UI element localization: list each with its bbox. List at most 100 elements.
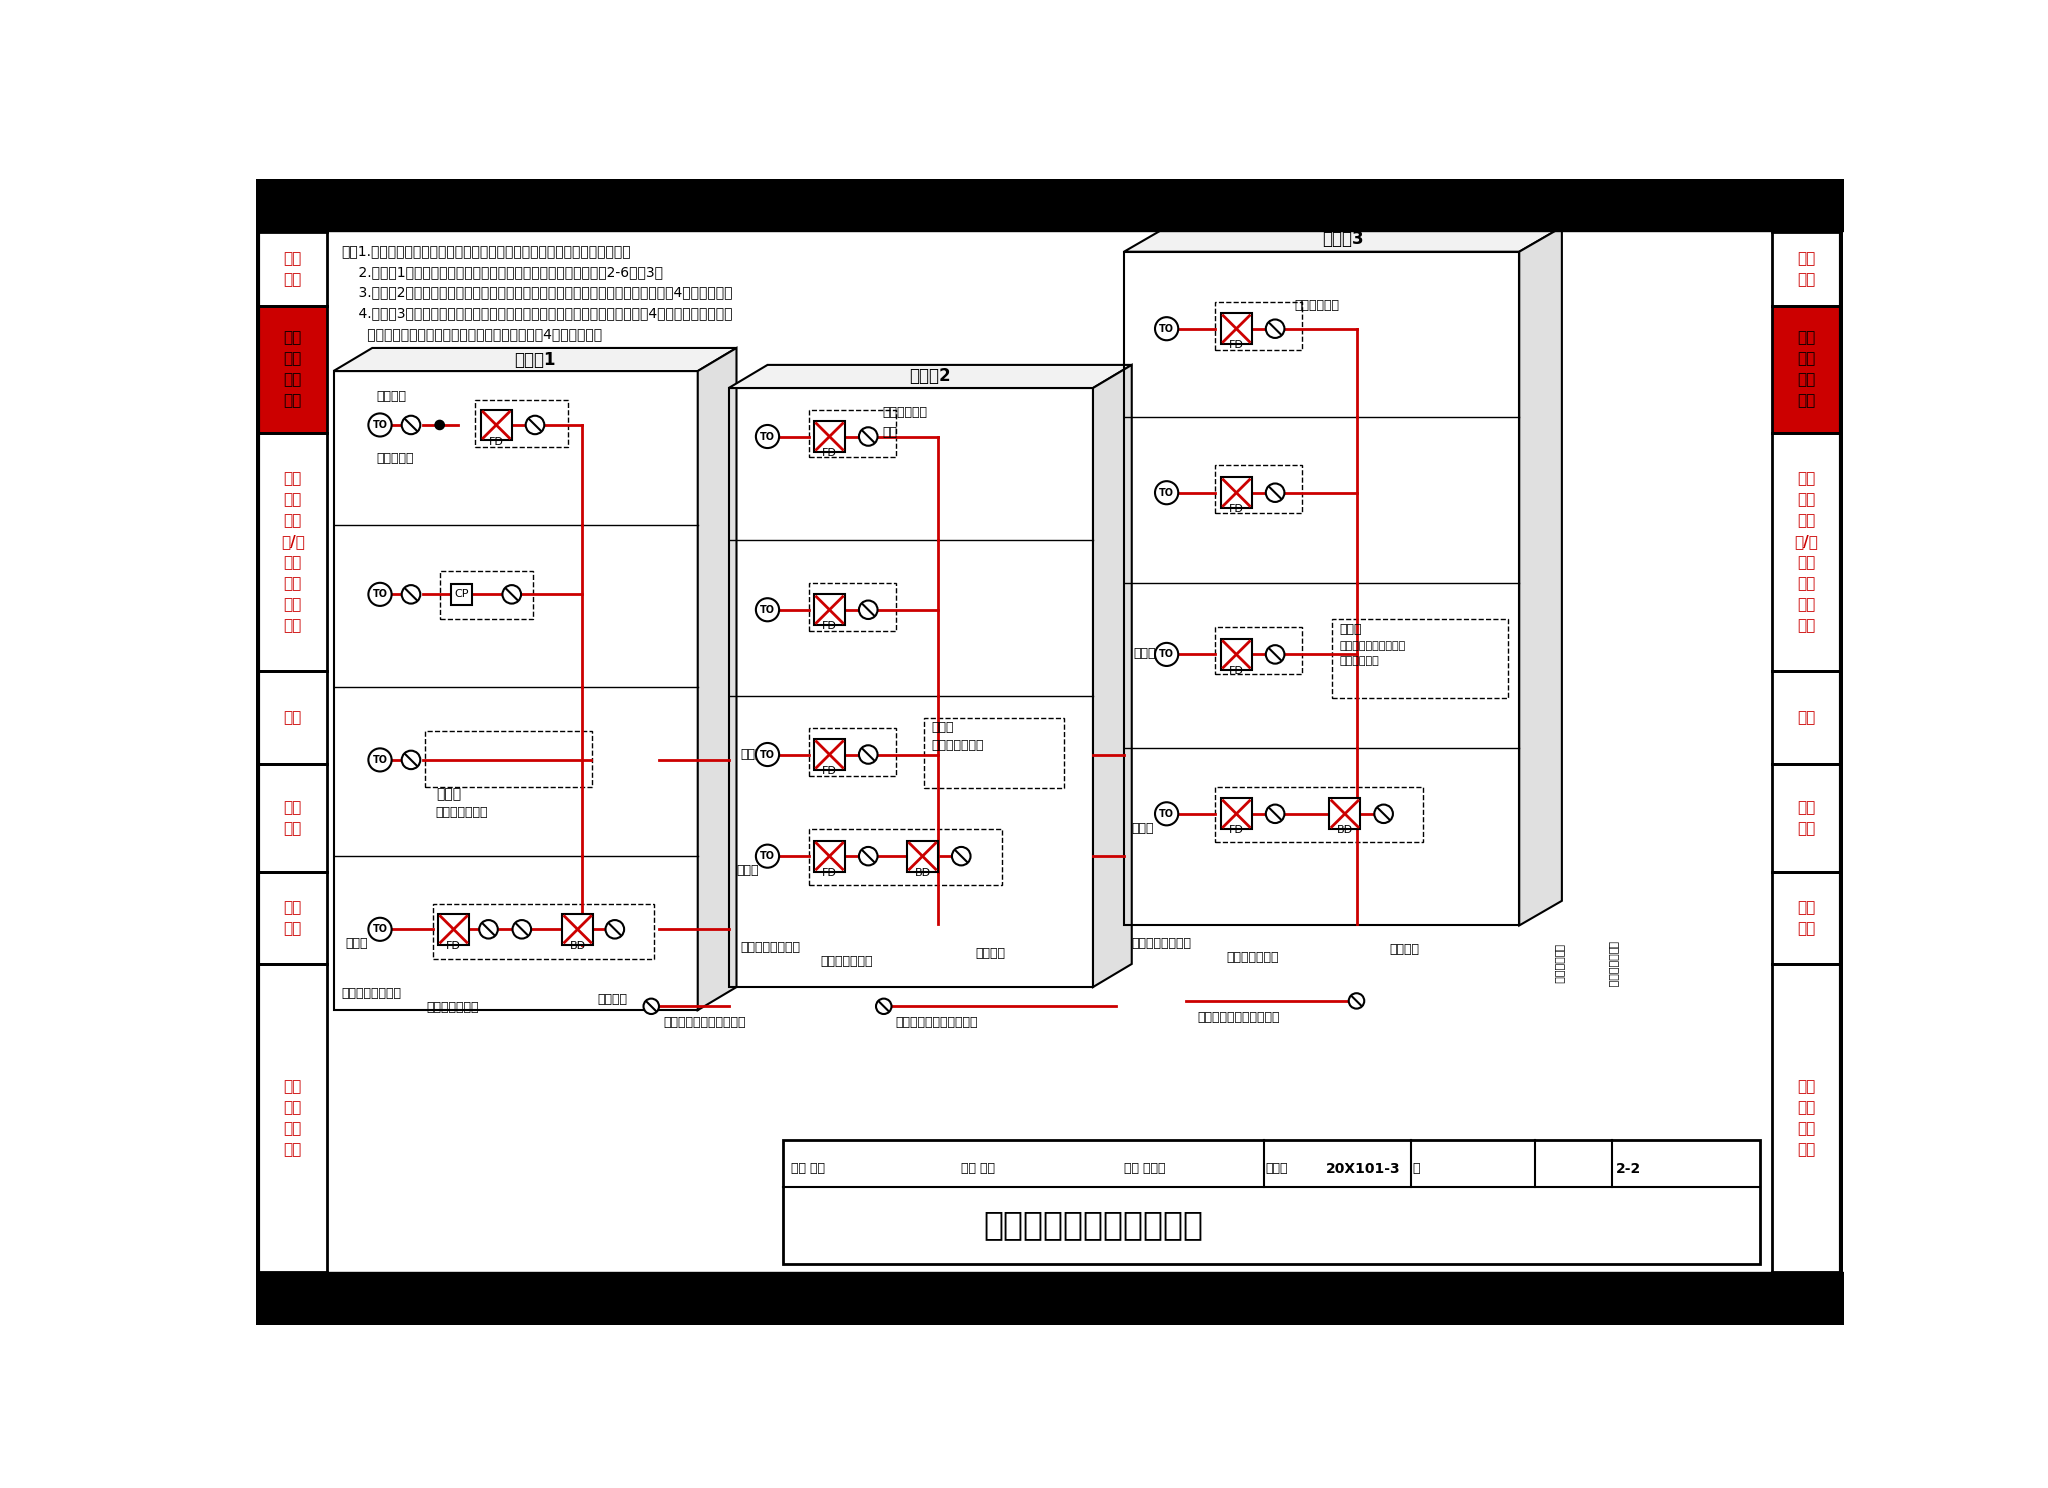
Bar bbox=[782, 1140, 1759, 1265]
Circle shape bbox=[479, 920, 498, 939]
Bar bbox=[1221, 314, 1251, 344]
Text: 校对 涌威: 校对 涌威 bbox=[961, 1162, 995, 1176]
Bar bbox=[440, 571, 532, 619]
Text: 光纤
到用
户单
元/户
无源
光局
域网
系统: 光纤 到用 户单 元/户 无源 光局 域网 系统 bbox=[281, 472, 305, 632]
Text: 设计 朱立形: 设计 朱立形 bbox=[1124, 1162, 1165, 1176]
Text: 光纤
到用
户单
元/户
无源
光局
域网
系统: 光纤 到用 户单 元/户 无源 光局 域网 系统 bbox=[1794, 472, 1819, 632]
Text: 建筑物主干光缆: 建筑物主干光缆 bbox=[436, 806, 487, 818]
Text: 建筑物配线设备: 建筑物配线设备 bbox=[1227, 951, 1278, 964]
Text: 多家电信业务经营者缆线: 多家电信业务经营者缆线 bbox=[895, 1016, 977, 1030]
Bar bbox=[1221, 799, 1251, 829]
Circle shape bbox=[606, 920, 625, 939]
Circle shape bbox=[858, 745, 877, 763]
Bar bbox=[1214, 626, 1303, 674]
Polygon shape bbox=[698, 348, 737, 1010]
Text: 检测
验收: 检测 验收 bbox=[285, 799, 301, 836]
Text: FD: FD bbox=[821, 622, 838, 631]
Text: 数据
中心
布线
系统: 数据 中心 布线 系统 bbox=[1798, 1079, 1815, 1158]
Text: BD: BD bbox=[915, 868, 930, 878]
Polygon shape bbox=[1094, 365, 1133, 987]
Text: 入口设施: 入口设施 bbox=[975, 946, 1006, 960]
Bar bbox=[424, 732, 592, 787]
Circle shape bbox=[1155, 481, 1178, 504]
Text: 干线子系统缆线: 干线子系统缆线 bbox=[1608, 940, 1618, 987]
Text: BD: BD bbox=[1337, 826, 1354, 835]
Circle shape bbox=[756, 598, 778, 622]
Text: 建筑物配线设备: 建筑物配线设备 bbox=[819, 955, 872, 967]
Text: 20X101-3: 20X101-3 bbox=[1325, 1162, 1401, 1176]
Text: 设备间（进线间）: 设备间（进线间） bbox=[342, 987, 401, 1000]
Polygon shape bbox=[1124, 228, 1563, 251]
Text: 入口设施: 入口设施 bbox=[598, 992, 627, 1006]
Text: 图集号: 图集号 bbox=[1266, 1162, 1288, 1176]
Text: 建筑物配线设备: 建筑物配线设备 bbox=[426, 1001, 479, 1013]
Text: 楼层配线设备: 楼层配线设备 bbox=[1294, 299, 1339, 312]
Bar bbox=[1214, 464, 1303, 513]
Text: 建筑物3: 建筑物3 bbox=[1323, 231, 1364, 248]
Circle shape bbox=[756, 743, 778, 766]
Bar bbox=[924, 717, 1063, 789]
Circle shape bbox=[1155, 643, 1178, 667]
Text: TO: TO bbox=[1159, 488, 1174, 497]
Text: FD: FD bbox=[446, 940, 461, 951]
Circle shape bbox=[1374, 805, 1393, 823]
Circle shape bbox=[1266, 320, 1284, 338]
Bar bbox=[1221, 638, 1251, 670]
Text: 电信间: 电信间 bbox=[932, 722, 954, 735]
Text: 2-2: 2-2 bbox=[1616, 1162, 1640, 1176]
Polygon shape bbox=[334, 348, 737, 371]
Circle shape bbox=[502, 585, 520, 604]
Circle shape bbox=[1155, 317, 1178, 341]
Text: 注：1.本示例为每栋建筑为不同用户单位的建筑群综合布线系统设置示意图。: 注：1.本示例为每栋建筑为不同用户单位的建筑群综合布线系统设置示意图。 bbox=[342, 244, 631, 257]
Circle shape bbox=[877, 998, 891, 1013]
Circle shape bbox=[512, 920, 530, 939]
Bar bbox=[813, 594, 846, 625]
Text: 工程
示例: 工程 示例 bbox=[1798, 900, 1815, 936]
Text: 水平电缆: 水平电缆 bbox=[741, 748, 770, 762]
Circle shape bbox=[526, 415, 545, 434]
Text: 信息点: 信息点 bbox=[346, 937, 369, 949]
Text: TO: TO bbox=[1159, 809, 1174, 818]
Bar bbox=[809, 409, 897, 457]
Bar bbox=[809, 728, 897, 777]
Bar bbox=[1331, 619, 1509, 698]
Text: 光纤接续点: 光纤接续点 bbox=[377, 452, 414, 464]
Circle shape bbox=[369, 583, 391, 606]
Text: BD: BD bbox=[569, 940, 586, 951]
Text: 楼层配线设备: 楼层配线设备 bbox=[883, 406, 928, 420]
Text: 综合
布线
系统
设计: 综合 布线 系统 设计 bbox=[285, 330, 301, 408]
Text: FD: FD bbox=[489, 436, 504, 446]
Text: 建筑物主干缆线采用大对数电缆，水平缆线采用4对对绞电缆。: 建筑物主干缆线采用大对数电缆，水平缆线采用4对对绞电缆。 bbox=[342, 327, 602, 341]
Circle shape bbox=[1266, 805, 1284, 823]
Text: 设备间（进线间）: 设备间（进线间） bbox=[1133, 937, 1192, 949]
Text: 电信间: 电信间 bbox=[436, 787, 461, 801]
Circle shape bbox=[369, 748, 391, 771]
Bar bbox=[809, 583, 897, 631]
Text: 施工: 施工 bbox=[1798, 710, 1815, 725]
Text: 审核 孙兰: 审核 孙兰 bbox=[791, 1162, 825, 1176]
Text: 建筑物数据主干光缆、: 建筑物数据主干光缆、 bbox=[1339, 640, 1405, 650]
Bar bbox=[438, 914, 469, 945]
Text: TO: TO bbox=[1159, 649, 1174, 659]
Bar bbox=[475, 400, 569, 446]
Text: TO: TO bbox=[760, 432, 774, 442]
Text: 水平电缆: 水平电缆 bbox=[1133, 647, 1163, 659]
Text: 3.建筑物2的综合布线系统，数据和语音的建筑物主干缆线采用光缆，水平缆线采用4对对绞电缆。: 3.建筑物2的综合布线系统，数据和语音的建筑物主干缆线采用光缆，水平缆线采用4对… bbox=[342, 286, 733, 299]
Bar bbox=[451, 583, 473, 606]
Bar bbox=[432, 903, 653, 960]
Circle shape bbox=[858, 601, 877, 619]
Text: TO: TO bbox=[373, 924, 387, 934]
Text: 信息点: 信息点 bbox=[737, 865, 760, 876]
Text: FD: FD bbox=[1229, 667, 1243, 676]
Text: 缆线: 缆线 bbox=[883, 427, 897, 439]
Text: 施工: 施工 bbox=[285, 710, 301, 725]
Text: TO: TO bbox=[373, 589, 387, 600]
Bar bbox=[1214, 787, 1423, 842]
Text: 综合布线系统设置示意图: 综合布线系统设置示意图 bbox=[983, 1208, 1202, 1241]
Text: FD: FD bbox=[1229, 826, 1243, 835]
Bar bbox=[813, 421, 846, 452]
Text: 语音主干电缆: 语音主干电缆 bbox=[1339, 656, 1378, 667]
Text: 多家电信业务经营者缆线: 多家电信业务经营者缆线 bbox=[1198, 1010, 1280, 1024]
Circle shape bbox=[401, 585, 420, 604]
Circle shape bbox=[1266, 484, 1284, 501]
